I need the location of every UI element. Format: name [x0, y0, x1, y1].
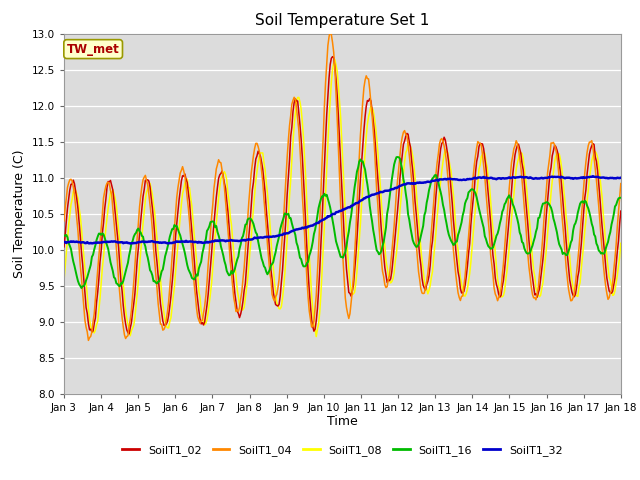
SoilT1_08 [568, 278, 576, 284]
SoilT1_08 [617, 240, 625, 246]
SoilT1_02 [329, 54, 337, 60]
Line: SoilT1_32: SoilT1_32 [64, 176, 621, 243]
Line: SoilT1_08: SoilT1_08 [64, 60, 621, 336]
SoilT1_32 [234, 238, 242, 244]
SoilT1_32 [127, 240, 134, 246]
SoilT1_04 [374, 202, 381, 208]
Text: TW_met: TW_met [67, 43, 120, 56]
SoilT1_02 [617, 208, 625, 214]
SoilT1_08 [234, 287, 241, 292]
SoilT1_32 [617, 175, 625, 180]
SoilT1_16 [373, 247, 381, 253]
SoilT1_02 [125, 331, 133, 337]
SoilT1_04 [617, 180, 625, 186]
X-axis label: Time: Time [327, 415, 358, 429]
SoilT1_04 [326, 28, 334, 34]
SoilT1_04 [234, 309, 242, 314]
SoilT1_32 [589, 173, 596, 179]
Title: Soil Temperature Set 1: Soil Temperature Set 1 [255, 13, 429, 28]
SoilT1_08 [295, 95, 303, 100]
SoilT1_02 [60, 244, 68, 250]
SoilT1_02 [472, 170, 479, 176]
SoilT1_02 [374, 177, 381, 182]
SoilT1_04 [84, 337, 92, 343]
SoilT1_16 [617, 195, 625, 201]
SoilT1_16 [77, 285, 85, 291]
SoilT1_04 [401, 128, 408, 133]
SoilT1_32 [60, 240, 68, 245]
SoilT1_04 [472, 153, 479, 158]
SoilT1_32 [296, 226, 304, 232]
SoilT1_02 [296, 122, 304, 128]
SoilT1_04 [568, 298, 576, 303]
SoilT1_16 [60, 233, 68, 239]
SoilT1_04 [296, 145, 304, 151]
SoilT1_02 [234, 311, 242, 316]
SoilT1_08 [312, 334, 320, 339]
SoilT1_08 [374, 149, 381, 155]
SoilT1_16 [401, 181, 408, 187]
SoilT1_08 [331, 57, 339, 62]
SoilT1_08 [401, 159, 408, 165]
SoilT1_16 [234, 253, 242, 259]
Line: SoilT1_04: SoilT1_04 [64, 31, 621, 340]
SoilT1_16 [296, 255, 304, 261]
SoilT1_32 [470, 175, 478, 180]
SoilT1_02 [401, 138, 408, 144]
Line: SoilT1_02: SoilT1_02 [64, 57, 621, 334]
Line: SoilT1_16: SoilT1_16 [64, 157, 621, 288]
Y-axis label: Soil Temperature (C): Soil Temperature (C) [13, 149, 26, 278]
SoilT1_08 [60, 278, 68, 284]
SoilT1_16 [472, 191, 479, 196]
SoilT1_32 [567, 175, 575, 181]
SoilT1_02 [568, 289, 576, 295]
Legend: SoilT1_02, SoilT1_04, SoilT1_08, SoilT1_16, SoilT1_32: SoilT1_02, SoilT1_04, SoilT1_08, SoilT1_… [118, 440, 567, 460]
SoilT1_32 [373, 191, 381, 196]
SoilT1_16 [568, 237, 576, 243]
SoilT1_16 [394, 154, 401, 160]
SoilT1_08 [472, 205, 479, 211]
SoilT1_32 [399, 181, 407, 187]
SoilT1_04 [60, 218, 68, 224]
